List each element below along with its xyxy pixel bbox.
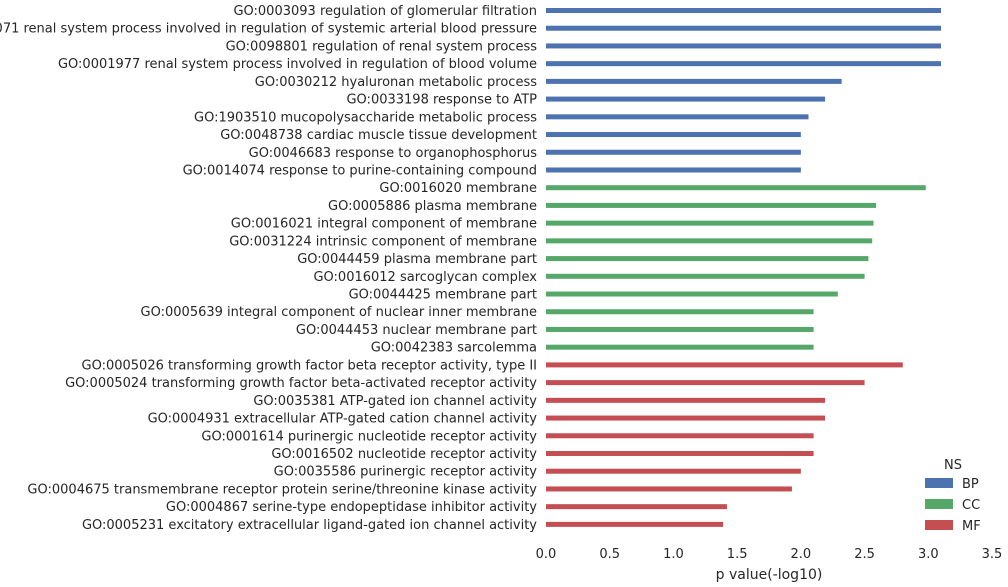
bar-mf [546,397,826,403]
legend-title: NS [944,458,962,473]
bar-mf [546,521,724,527]
bar-cc [546,256,869,262]
category-label: GO:0035586 purinergic receptor activity [274,465,538,480]
legend-swatch-mf [925,520,953,530]
legend-label-mf: MF [962,519,981,534]
bar-bp [546,61,942,67]
bar-mf [546,362,903,368]
category-label: GO:0044425 membrane part [349,288,537,303]
bar-mf [546,504,727,510]
bar-cc [546,326,814,332]
bar-cc [546,291,838,297]
bar-mf [546,380,865,386]
x-tick-label: 0.5 [599,547,620,562]
bar-cc [546,185,926,191]
bar-bp [546,78,842,84]
category-label: GO:0005026 transforming growth factor be… [82,358,538,373]
bar-cc [546,344,814,350]
category-label: GO:0014074 response to purine-containing… [183,163,537,178]
category-label: GO:0098801 regulation of renal system pr… [226,39,538,54]
category-label: GO:0004931 extracellular ATP-gated catio… [148,412,538,427]
category-label: GO:0030212 hyaluronan metabolic process [255,75,537,90]
category-label: GO:0005231 excitatory extracellular liga… [82,518,537,533]
legend-swatch-bp [925,478,953,488]
bar-bp [546,114,809,120]
category-label: GO:0005886 plasma membrane [328,199,537,214]
legend-label-bp: BP [962,477,979,492]
category-label: GO:0033198 response to ATP [346,93,537,108]
category-label: GO:0016020 membrane [379,181,537,196]
category-label: GO:0031224 intrinsic component of membra… [229,234,537,249]
bar-cc [546,273,865,279]
x-axis-label: p value(-log10) [716,567,823,583]
category-label: GO:0044453 nuclear membrane part [296,323,537,338]
category-label: GO:0035381 ATP-gated ion channel activit… [253,394,537,409]
category-label: GO:0042383 sarcolemma [371,341,537,356]
category-labels: GO:0003093 regulation of glomerular filt… [0,4,537,533]
category-label: GO:0004675 transmembrane receptor protei… [27,482,537,497]
x-tick-label: 3.5 [982,547,1003,562]
x-tick-label: 1.5 [727,547,748,562]
category-label: GO:0016502 nucleotide receptor activity [271,447,537,462]
category-label: GO:0001614 purinergic nucleotide recepto… [201,429,537,444]
category-label: GO:0046683 response to organophosphorus [249,146,538,161]
category-label: GO:0044459 plasma membrane part [297,252,537,267]
bar-bp [546,8,942,13]
category-label: GO:0005639 integral component of nuclear… [141,305,537,320]
category-label: GO:0003071 renal system process involved… [0,22,537,37]
category-label: GO:0003093 regulation of glomerular filt… [233,4,537,19]
bar-mf [546,415,826,421]
bar-mf [546,451,814,456]
legend-swatch-cc [925,499,953,509]
x-tick-label: 3.0 [918,547,939,562]
bar-mf [546,468,801,474]
bar-bp [546,25,942,31]
bar-mf [546,433,814,439]
category-label: GO:0016021 integral component of membran… [231,217,537,232]
x-tick-label: 1.0 [663,547,684,562]
x-axis-ticks: 0.0 0.5 1.0 1.5 2.0 2.5 3.0 3.5 [536,547,1003,562]
category-label: GO:0016012 sarcoglycan complex [313,270,537,285]
legend-label-cc: CC [962,498,980,513]
category-label: GO:0001977 renal system process involved… [58,57,537,72]
bar-bp [546,132,801,138]
category-label: GO:0048738 cardiac muscle tissue develop… [220,128,537,143]
bar-cc [546,220,874,226]
bar-cc [546,309,814,315]
bar-mf [546,486,792,492]
bar-cc [546,238,873,244]
x-tick-label: 2.0 [791,547,812,562]
bar-cc [546,202,877,208]
category-label: GO:1903510 mucopolysaccharide metabolic … [194,110,537,125]
bar-bp [546,96,826,102]
bar-bp [546,43,942,49]
legend: NS BP CC MF [925,458,981,534]
bar-bp [546,149,801,155]
x-tick-label: 0.0 [536,547,557,562]
bars-group [546,8,942,527]
category-label: GO:0004867 serine-type endopeptidase inh… [166,500,537,515]
x-tick-label: 2.5 [854,547,875,562]
bar-bp [546,167,801,173]
category-label: GO:0005024 transforming growth factor be… [65,376,537,391]
